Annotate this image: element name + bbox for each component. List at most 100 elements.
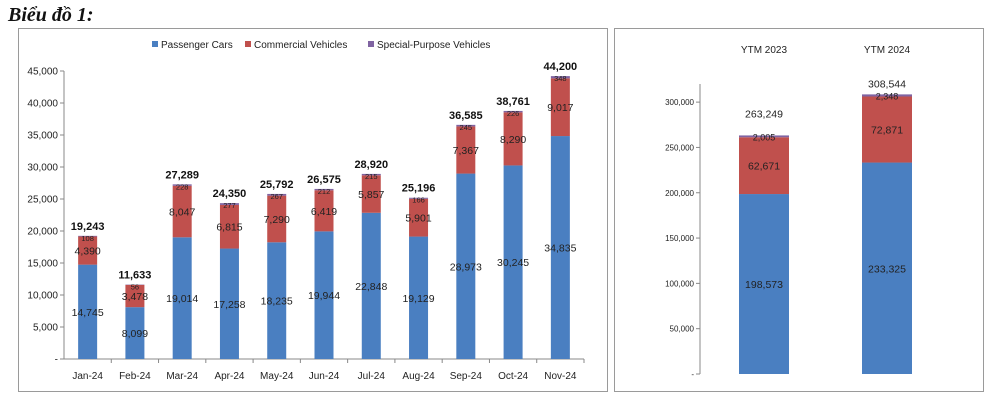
data-label: 277 bbox=[223, 201, 236, 210]
bar-segment bbox=[78, 235, 98, 237]
total-label: 308,544 bbox=[868, 78, 906, 90]
y-tick-label: 20,000 bbox=[27, 227, 58, 238]
bar-segment bbox=[409, 198, 429, 237]
monthly-sales-chart: - 5,000 10,000 15,000 20,000 25,000 30,000 35,0… bbox=[18, 28, 608, 392]
x-tick-label: Oct-24 bbox=[498, 371, 528, 382]
ytm-comparison-chart: - 50,000 100,000 150,000 200,000 250,000 300,0… bbox=[614, 28, 984, 392]
total-label: 25,196 bbox=[402, 183, 436, 195]
bar-segment bbox=[219, 248, 239, 359]
bar-segment bbox=[219, 203, 239, 205]
x-tick-label: Sep-24 bbox=[450, 371, 483, 382]
monthly-sales-svg: - 5,000 10,000 15,000 20,000 25,000 30,000 35,0… bbox=[27, 40, 585, 382]
y-tick-label: 300,000 bbox=[665, 98, 694, 107]
total-label: 24,350 bbox=[213, 188, 247, 200]
data-label: 9,017 bbox=[547, 102, 573, 114]
data-label: 228 bbox=[176, 182, 189, 191]
legend-swatch bbox=[368, 41, 374, 47]
data-label: 6,419 bbox=[311, 206, 337, 218]
bar-segment bbox=[125, 284, 145, 308]
category-label: YTM 2024 bbox=[864, 45, 911, 56]
data-label: 3,478 bbox=[122, 291, 148, 303]
data-label: 8,290 bbox=[500, 134, 526, 146]
data-label: 56 bbox=[131, 283, 139, 292]
data-label: 72,871 bbox=[871, 125, 903, 137]
data-label: 34,835 bbox=[544, 243, 576, 255]
bar-segment bbox=[503, 110, 523, 113]
bar-segment bbox=[409, 236, 429, 359]
y-tick-label: 45,000 bbox=[27, 67, 58, 78]
legend-label: Special-Purpose Vehicles bbox=[377, 40, 490, 51]
bar-segment bbox=[78, 236, 98, 265]
y-tick-label: 100,000 bbox=[665, 279, 694, 288]
bar-segment bbox=[172, 185, 192, 238]
total-label: 11,633 bbox=[118, 270, 151, 282]
category-label: YTM 2023 bbox=[741, 45, 788, 56]
data-label: 198,573 bbox=[745, 279, 783, 291]
total-label: 27,289 bbox=[165, 169, 199, 181]
bar-segment bbox=[267, 195, 287, 243]
legend-swatch bbox=[245, 41, 251, 47]
bar-segment bbox=[361, 173, 381, 176]
y-tick-label: 200,000 bbox=[665, 189, 694, 198]
x-tick-label: Jul-24 bbox=[358, 371, 386, 382]
total-label: 36,585 bbox=[449, 110, 483, 122]
x-tick-label: May-24 bbox=[260, 371, 294, 382]
bar-segment bbox=[739, 135, 789, 138]
data-label: 8,099 bbox=[122, 328, 148, 340]
bar-segment bbox=[314, 231, 334, 359]
data-label: 5,857 bbox=[358, 189, 384, 201]
data-label: 8,047 bbox=[169, 207, 195, 219]
bar-segment bbox=[219, 204, 239, 249]
data-label: 17,258 bbox=[213, 299, 245, 311]
data-label: 19,129 bbox=[402, 293, 434, 305]
data-label: 22,848 bbox=[355, 281, 387, 293]
figure-heading: Biểu đồ 1: bbox=[8, 4, 94, 26]
bar-segment bbox=[456, 124, 476, 127]
bar-segment bbox=[314, 188, 334, 191]
total-label: 19,243 bbox=[71, 221, 105, 233]
data-label: 245 bbox=[460, 123, 473, 132]
total-label: 25,792 bbox=[260, 179, 294, 191]
data-label: 18,235 bbox=[261, 296, 293, 308]
x-tick-label: Apr-24 bbox=[214, 371, 244, 382]
data-label: 233,325 bbox=[868, 263, 906, 275]
ytm-comparison-svg: - 50,000 100,000 150,000 200,000 250,000 300,0… bbox=[665, 45, 912, 379]
bar-segment bbox=[456, 173, 476, 359]
y-tick-label: 25,000 bbox=[27, 195, 58, 206]
data-label: 4,390 bbox=[74, 246, 100, 258]
data-label: 5,901 bbox=[405, 213, 431, 225]
bar-segment bbox=[862, 162, 912, 374]
y-tick-label: 150,000 bbox=[665, 234, 694, 243]
data-label: 2,005 bbox=[753, 132, 776, 142]
y-tick-label: 40,000 bbox=[27, 99, 58, 110]
bar-segment bbox=[267, 242, 287, 359]
total-label: 263,249 bbox=[745, 108, 783, 120]
y-tick-label: 15,000 bbox=[27, 259, 58, 270]
x-tick-label: Aug-24 bbox=[402, 371, 435, 382]
bar-segment bbox=[503, 165, 523, 359]
bar-segment bbox=[409, 197, 429, 199]
data-label: 19,014 bbox=[166, 293, 198, 305]
total-label: 44,200 bbox=[544, 61, 578, 73]
x-tick-label: Mar-24 bbox=[166, 371, 198, 382]
bar-segment bbox=[550, 136, 570, 359]
bar-segment bbox=[739, 137, 789, 195]
x-tick-label: Nov-24 bbox=[544, 371, 577, 382]
data-label: 19,944 bbox=[308, 290, 340, 302]
bar-segment bbox=[172, 184, 192, 186]
x-tick-label: Jan-24 bbox=[72, 371, 103, 382]
data-label: 212 bbox=[318, 187, 331, 196]
y-tick-label: 35,000 bbox=[27, 131, 58, 142]
total-label: 28,920 bbox=[354, 159, 388, 171]
bar-segment bbox=[503, 112, 523, 166]
data-label: 166 bbox=[412, 196, 425, 205]
data-label: 2,348 bbox=[876, 91, 899, 101]
total-label: 38,761 bbox=[496, 96, 530, 108]
data-label: 6,815 bbox=[216, 222, 242, 234]
x-tick-label: Feb-24 bbox=[119, 371, 151, 382]
bar-segment bbox=[739, 194, 789, 374]
data-label: 348 bbox=[554, 74, 567, 83]
y-tick-label: 5,000 bbox=[33, 323, 58, 334]
legend-label: Commercial Vehicles bbox=[254, 40, 347, 51]
y-tick-label: - bbox=[691, 370, 694, 379]
